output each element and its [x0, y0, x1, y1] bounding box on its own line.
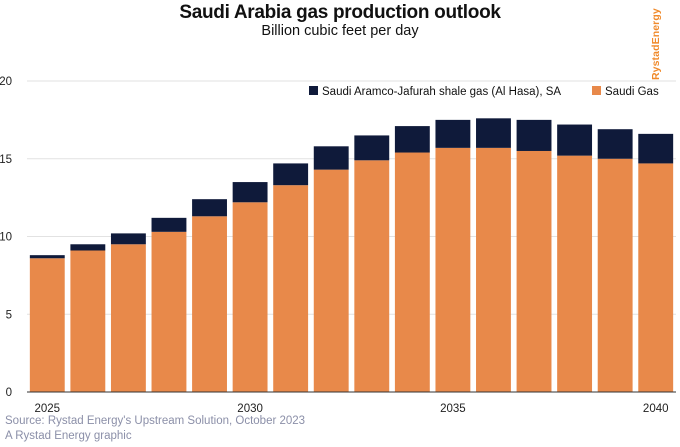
bar-saudi-gas [435, 147, 471, 392]
bar-saudi-gas [313, 169, 349, 392]
legend-label: Saudi Gas [605, 86, 659, 98]
bar-saudi-gas [638, 163, 674, 392]
x-tick-label: 2025 [34, 403, 60, 415]
legend-swatch [592, 86, 601, 95]
bar-jafurah-shale-gas [354, 135, 390, 161]
bar-jafurah-shale-gas [232, 182, 268, 203]
bar-saudi-gas [70, 250, 106, 392]
bar-jafurah-shale-gas [516, 119, 552, 151]
x-tick-label: 2040 [643, 403, 669, 415]
source-note: Source: Rystad Energy's Upstream Solutio… [5, 414, 305, 444]
bar-saudi-gas [151, 231, 187, 392]
y-axis-ticks: 0 5 10 15 20 [0, 76, 12, 399]
bar-saudi-gas [232, 202, 268, 392]
chart-subtitle: Billion cubic feet per day [261, 23, 419, 39]
bar-jafurah-shale-gas [597, 129, 633, 159]
legend-label: Saudi Aramco-Jafurah shale gas (Al Hasa)… [322, 86, 561, 98]
y-tick-label: 10 [0, 232, 12, 244]
bar-jafurah-shale-gas [435, 119, 471, 148]
bar-jafurah-shale-gas [273, 163, 309, 186]
x-tick-label: 2035 [440, 403, 466, 415]
y-tick-label: 5 [6, 309, 12, 321]
bar-jafurah-shale-gas [313, 146, 349, 170]
bar-jafurah-shale-gas [151, 217, 187, 232]
bar-jafurah-shale-gas [110, 233, 146, 245]
bar-saudi-gas [110, 244, 146, 392]
legend: Saudi Aramco-Jafurah shale gas (Al Hasa)… [309, 86, 659, 98]
y-tick-label: 20 [0, 76, 12, 88]
chart-title: Saudi Arabia gas production outlook [179, 2, 501, 23]
bar-saudi-gas [29, 258, 65, 392]
bars [29, 118, 674, 392]
bar-saudi-gas [192, 216, 227, 392]
bar-saudi-gas [516, 150, 552, 392]
x-tick-label: 2030 [237, 403, 263, 415]
bar-jafurah-shale-gas [638, 133, 674, 164]
bar-jafurah-shale-gas [70, 244, 106, 251]
graphic-credit: A Rystad Energy graphic [5, 430, 132, 442]
bar-jafurah-shale-gas [557, 124, 593, 156]
bar-saudi-gas [597, 158, 633, 392]
bar-saudi-gas [273, 185, 309, 392]
bar-saudi-gas [394, 152, 430, 392]
bar-jafurah-shale-gas [394, 126, 430, 153]
bar-saudi-gas [557, 155, 593, 392]
y-tick-label: 0 [6, 387, 12, 399]
source-line: Source: Rystad Energy's Upstream Solutio… [5, 415, 306, 427]
bar-jafurah-shale-gas [29, 255, 65, 259]
bar-saudi-gas [476, 147, 511, 392]
legend-swatch [309, 86, 318, 95]
bar-jafurah-shale-gas [476, 118, 511, 148]
bar-jafurah-shale-gas [192, 199, 227, 217]
x-axis-ticks: 2025 2030 2035 2040 [34, 403, 668, 415]
bar-saudi-gas [354, 160, 390, 392]
y-tick-label: 15 [0, 154, 12, 166]
